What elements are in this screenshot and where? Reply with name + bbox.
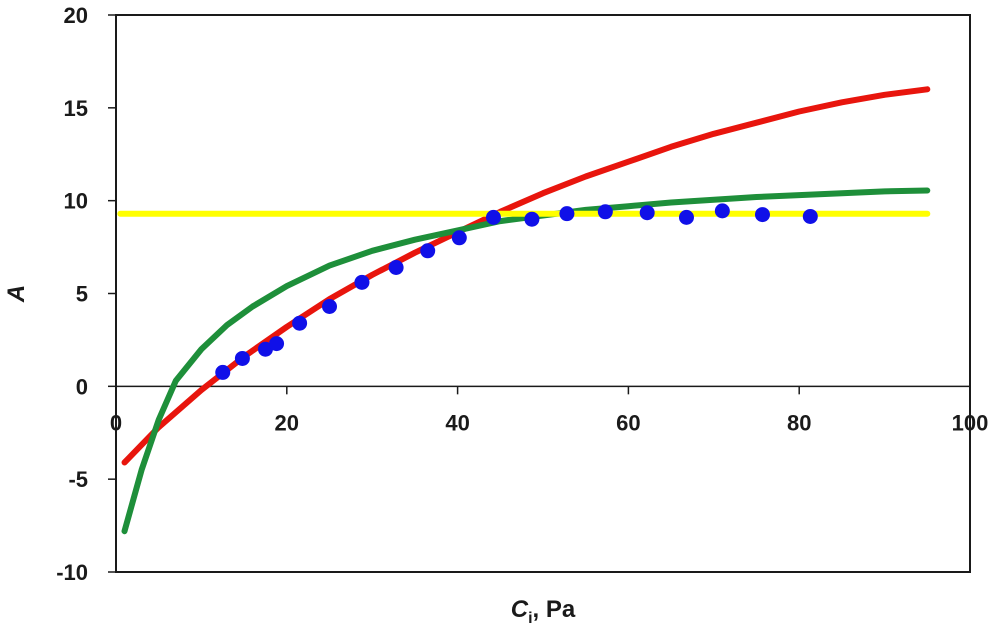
data-point <box>678 209 694 225</box>
data-point <box>234 350 250 366</box>
y-axis-title: A <box>3 285 30 303</box>
y-tick-label: 5 <box>76 282 88 307</box>
data-point <box>754 207 770 223</box>
series-group <box>117 86 931 535</box>
data-point <box>639 205 655 221</box>
data-point <box>524 211 540 227</box>
x-axis-title: Ci, Pa <box>511 596 576 627</box>
data-point <box>451 230 467 246</box>
y-tick-label: -5 <box>68 467 88 492</box>
data-point <box>420 243 436 259</box>
x-axis-title-rest: , Pa <box>533 596 576 623</box>
series-line-1 <box>121 86 931 466</box>
y-axis-ticks: -10 -5 0 5 10 15 20 <box>56 3 116 585</box>
x-tick-label: 60 <box>616 410 640 435</box>
y-tick-label: 10 <box>64 189 88 214</box>
x-axis-ticks: 0 20 40 60 80 100 <box>110 386 988 435</box>
x-axis-title-main: C <box>511 596 529 623</box>
data-point <box>802 208 818 224</box>
x-axis-title-sub: i <box>528 610 532 627</box>
x-tick-label: 0 <box>110 410 122 435</box>
data-point <box>388 260 404 276</box>
data-point <box>714 203 730 219</box>
y-tick-label: 15 <box>64 96 88 121</box>
data-point <box>292 315 308 331</box>
x-tick-label: 20 <box>275 410 299 435</box>
data-point <box>215 364 231 380</box>
data-point <box>269 336 285 352</box>
y-tick-label: 20 <box>64 3 88 28</box>
series-line-2 <box>121 187 931 535</box>
data-point <box>257 341 273 357</box>
x-tick-label: 80 <box>787 410 811 435</box>
data-point <box>354 274 370 290</box>
data-point <box>485 209 501 225</box>
data-point <box>322 298 337 314</box>
y-tick-label: -10 <box>56 560 88 585</box>
y-tick-label: 0 <box>76 374 88 399</box>
x-tick-label: 40 <box>445 410 469 435</box>
data-point <box>597 204 613 220</box>
x-tick-label: 100 <box>952 410 989 435</box>
data-point <box>559 206 575 222</box>
